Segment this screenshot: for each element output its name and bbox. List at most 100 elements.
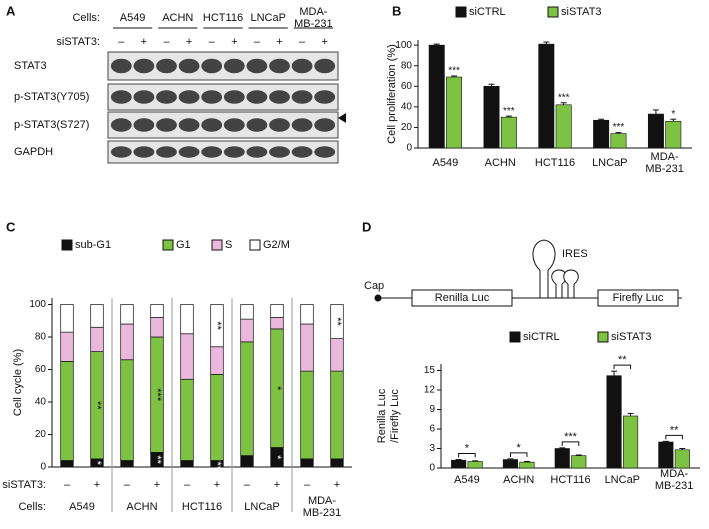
significance: * bbox=[671, 109, 675, 120]
band bbox=[156, 146, 177, 158]
band bbox=[133, 118, 155, 132]
bar-segment bbox=[60, 460, 74, 468]
bar bbox=[674, 449, 690, 469]
x-tick-label: + bbox=[94, 479, 100, 491]
band bbox=[246, 146, 268, 158]
significance: *** bbox=[503, 106, 515, 117]
significance-bracket bbox=[509, 452, 528, 457]
band bbox=[291, 118, 313, 132]
bar-segment bbox=[330, 458, 344, 468]
panel-label: B bbox=[392, 3, 401, 18]
construct-diagram bbox=[374, 239, 682, 307]
bar bbox=[500, 116, 517, 149]
bar bbox=[665, 120, 682, 149]
gene-label: Firefly Luc bbox=[613, 292, 664, 304]
y-axis-label: Renilla Luc bbox=[376, 388, 388, 443]
significance: * bbox=[517, 442, 522, 454]
legend-label: sub-G1 bbox=[75, 239, 111, 251]
bar bbox=[647, 113, 664, 149]
band bbox=[246, 58, 268, 74]
bar bbox=[622, 415, 639, 469]
group-label: LNCaP bbox=[244, 501, 279, 513]
bar bbox=[519, 461, 535, 469]
cell-name: LNCaP bbox=[250, 12, 285, 24]
x-tick-label: ACHN bbox=[503, 474, 534, 486]
bar bbox=[571, 455, 587, 469]
band bbox=[291, 146, 313, 158]
significance: ** bbox=[670, 424, 679, 436]
y-tick-label: 0 bbox=[406, 143, 412, 154]
bar bbox=[658, 441, 674, 469]
y-tick-label: 20 bbox=[401, 122, 413, 133]
row-label: STAT3 bbox=[14, 60, 47, 72]
band bbox=[314, 58, 336, 74]
legend-label: siSTAT3 bbox=[611, 331, 652, 343]
significance-bracket bbox=[561, 441, 580, 446]
panel-label: D bbox=[362, 219, 371, 234]
significance-bracket bbox=[458, 453, 476, 458]
group-label: ACHN bbox=[126, 501, 157, 513]
x-tick-label: A549 bbox=[433, 157, 459, 169]
lane-label: + bbox=[186, 36, 192, 48]
cell-name: HCT116 bbox=[203, 12, 243, 24]
bar bbox=[502, 459, 519, 469]
significance: *** bbox=[564, 431, 578, 443]
band bbox=[291, 58, 313, 74]
cap-dot bbox=[374, 294, 382, 302]
y-axis-label: Cell cycle (%) bbox=[12, 349, 24, 416]
group-label: HCT116 bbox=[182, 501, 222, 513]
bar bbox=[451, 459, 467, 469]
bar-segment bbox=[120, 304, 134, 325]
cap-label: Cap bbox=[364, 280, 384, 292]
bar-segment bbox=[240, 318, 254, 343]
bar-segment bbox=[210, 304, 224, 348]
y-tick-label: 20 bbox=[35, 429, 47, 440]
bar-segment bbox=[270, 317, 284, 330]
x-tick-label: – bbox=[244, 479, 251, 491]
lane-label: – bbox=[118, 36, 125, 48]
bar-segment bbox=[330, 370, 344, 460]
band bbox=[133, 90, 155, 104]
bar bbox=[610, 133, 627, 149]
band bbox=[246, 118, 268, 132]
x-tick-label: HCT116 bbox=[535, 157, 575, 169]
band bbox=[314, 90, 336, 104]
significance: * bbox=[271, 455, 283, 460]
band bbox=[156, 118, 177, 132]
band bbox=[178, 58, 200, 74]
band bbox=[178, 118, 200, 132]
group-label: A549 bbox=[69, 501, 95, 513]
panel-label: A bbox=[6, 3, 16, 18]
bar-segment bbox=[180, 460, 194, 468]
band bbox=[269, 90, 290, 104]
significance: ** bbox=[91, 401, 103, 410]
bar-segment bbox=[60, 361, 74, 461]
significance: *** bbox=[558, 92, 570, 103]
bar-segment bbox=[210, 374, 224, 461]
y-tick-label: 40 bbox=[401, 101, 413, 112]
y-tick-label: 100 bbox=[395, 40, 412, 51]
row-label: p-STAT3(S727) bbox=[14, 119, 89, 131]
bar bbox=[554, 448, 570, 469]
legend-swatch bbox=[597, 331, 609, 343]
bar bbox=[606, 375, 622, 469]
bar-segment bbox=[240, 304, 254, 320]
x-tick-label: – bbox=[64, 479, 71, 491]
bar-segment bbox=[300, 370, 314, 460]
y-tick-label: 80 bbox=[35, 332, 47, 343]
band bbox=[133, 146, 155, 158]
row-label: GAPDH bbox=[14, 146, 53, 158]
legend-label: S bbox=[225, 239, 232, 251]
bar bbox=[467, 461, 483, 469]
legend-swatch bbox=[61, 239, 73, 251]
band bbox=[223, 118, 245, 132]
x-tick-label: – bbox=[304, 479, 311, 491]
firefly-box bbox=[597, 289, 679, 307]
band bbox=[223, 58, 245, 74]
band bbox=[133, 58, 155, 74]
lane-label: – bbox=[254, 36, 261, 48]
cell-name: ACHN bbox=[162, 12, 193, 24]
lane-label: – bbox=[299, 36, 306, 48]
y-tick-label: 60 bbox=[401, 81, 413, 92]
significance: * bbox=[465, 442, 470, 454]
